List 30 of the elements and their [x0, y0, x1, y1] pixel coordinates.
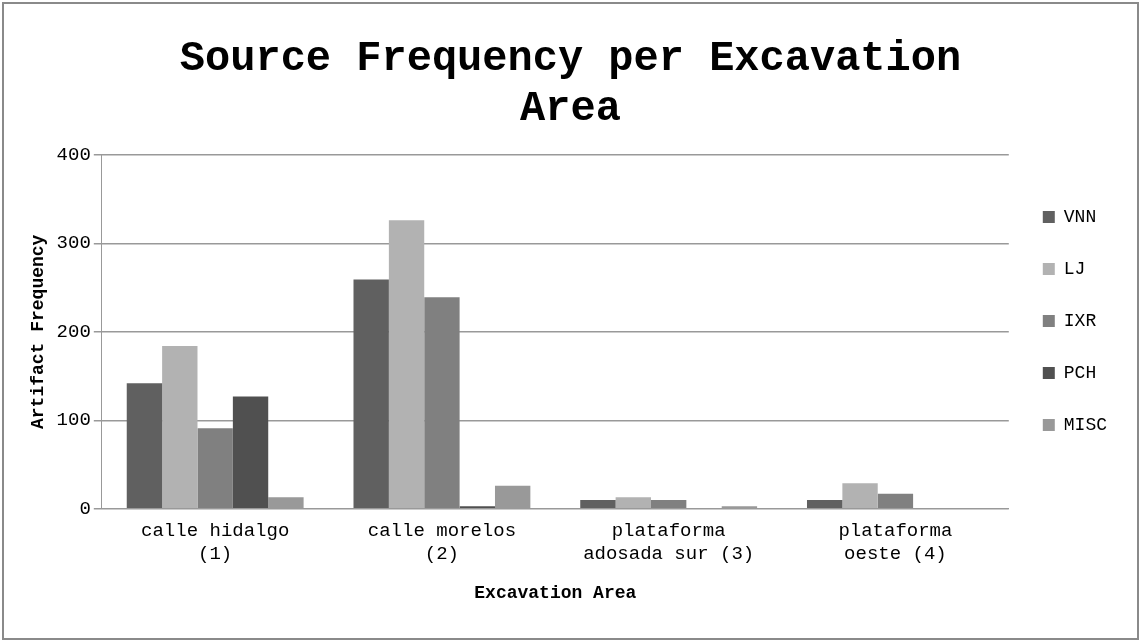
bar: [877, 493, 914, 509]
chart-title: Source Frequency per Excavation Area: [179, 34, 962, 134]
y-axis-title: Artifact Frequency: [28, 234, 49, 430]
bar: [615, 497, 651, 509]
y-tick-label: 400: [56, 143, 91, 166]
x-tick-label: plataforma adosada sur (3): [583, 520, 755, 566]
bar: [806, 499, 843, 509]
y-tick-label: 0: [79, 497, 91, 520]
bar: [353, 279, 389, 509]
legend-label: IXR: [1063, 310, 1097, 331]
bar: [162, 345, 198, 509]
x-axis-title: Excavation Area: [474, 582, 637, 603]
x-tick-label: calle morelos (2): [367, 520, 517, 566]
legend-label: MISC: [1063, 414, 1108, 435]
bar: [842, 483, 878, 509]
x-tick-label: plataforma oeste (4): [838, 520, 953, 566]
y-tick-label: 200: [56, 320, 91, 343]
bar: [424, 297, 460, 509]
y-tick-label: 100: [56, 409, 91, 432]
legend-label: VNN: [1063, 206, 1097, 227]
bar: [388, 220, 425, 509]
bar: [126, 383, 163, 509]
y-tick-label: 300: [56, 232, 91, 255]
bar: [197, 428, 233, 509]
bar: [232, 396, 269, 509]
x-tick-label: calle hidalgo (1): [141, 520, 290, 566]
bar: [650, 499, 687, 509]
legend-label: PCH: [1063, 362, 1097, 383]
bar: [580, 499, 616, 509]
legend-label: LJ: [1063, 258, 1086, 279]
